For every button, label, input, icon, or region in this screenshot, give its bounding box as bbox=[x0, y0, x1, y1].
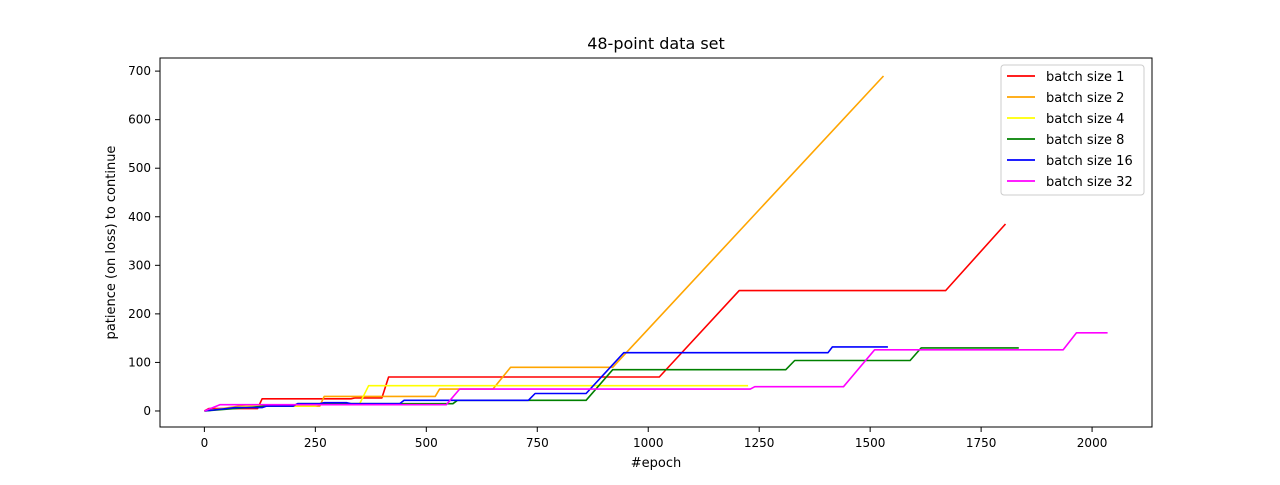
series-line bbox=[204, 75, 885, 412]
legend-label: batch size 32 bbox=[1046, 175, 1133, 190]
y-axis-label: patience (on loss) to continue bbox=[104, 146, 119, 340]
chart-title: 48-point data set bbox=[587, 34, 725, 53]
x-axis: 0 250 500 750 1000 1250 1500 1750 2000 bbox=[201, 427, 1108, 450]
y-tick-label: 600 bbox=[128, 113, 151, 127]
y-tick-label: 100 bbox=[128, 355, 151, 369]
x-tick-label: 0 bbox=[201, 436, 209, 450]
y-axis: 0 100 200 300 400 500 600 700 bbox=[128, 64, 160, 418]
x-tick-label: 1750 bbox=[966, 436, 997, 450]
legend-box bbox=[1000, 64, 1145, 196]
x-tick-label: 1500 bbox=[855, 436, 886, 450]
series-line bbox=[204, 223, 1007, 412]
series-line bbox=[204, 346, 888, 412]
y-tick-label: 500 bbox=[128, 161, 151, 175]
x-tick-label: 500 bbox=[415, 436, 438, 450]
legend-label: batch size 2 bbox=[1046, 91, 1124, 106]
y-tick-label: 400 bbox=[128, 210, 151, 224]
legend-label: batch size 8 bbox=[1046, 133, 1124, 148]
x-tick-label: 250 bbox=[304, 436, 327, 450]
legend-label: batch size 4 bbox=[1046, 112, 1124, 127]
plot-area-frame bbox=[159, 57, 1153, 428]
x-axis-label: #epoch bbox=[631, 456, 681, 471]
legend-label: batch size 16 bbox=[1046, 154, 1133, 169]
legend: batch size 1 batch size 2 batch size 4 batc… bbox=[1000, 64, 1145, 196]
y-tick-label: 300 bbox=[128, 258, 151, 272]
x-tick-label: 1250 bbox=[744, 436, 775, 450]
y-tick-label: 0 bbox=[143, 404, 151, 418]
legend-label: batch size 1 bbox=[1046, 70, 1124, 85]
series-line bbox=[204, 331, 1108, 412]
x-tick-label: 2000 bbox=[1077, 436, 1108, 450]
x-tick-label: 1000 bbox=[633, 436, 664, 450]
y-tick-label: 200 bbox=[128, 307, 151, 321]
series-line bbox=[204, 347, 1019, 412]
x-tick-label: 750 bbox=[526, 436, 549, 450]
y-tick-label: 700 bbox=[128, 64, 151, 78]
series-layer bbox=[204, 75, 1108, 412]
